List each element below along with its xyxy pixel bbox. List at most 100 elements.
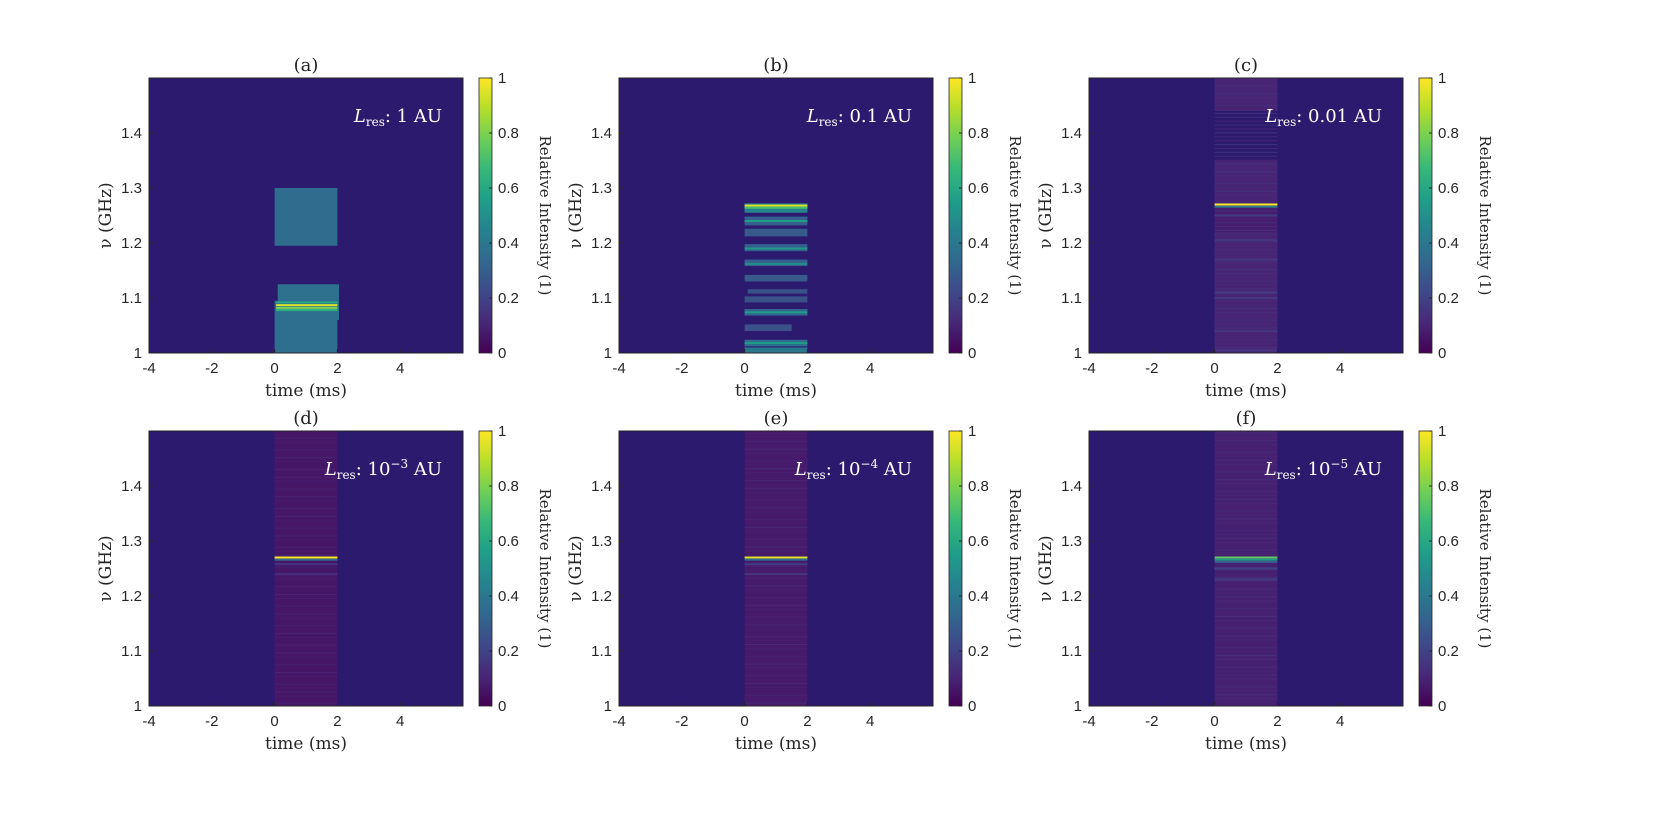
intensity-line [744,220,808,222]
colorbar-tick-label: 0.8 [498,125,519,142]
intensity-stripe [274,668,338,670]
intensity-stripe [744,647,808,649]
annotation-symbol: L [324,459,337,480]
heatmap-data [274,188,339,353]
intensity-stripe [274,679,338,681]
intensity-stripe [1214,276,1278,278]
intensity-stripe [744,601,808,603]
intensity-line [744,573,808,575]
colorbar [1418,77,1433,354]
annotation-superscript: −4 [860,457,878,471]
intensity-stripe [1214,241,1278,243]
intensity-stripe [274,476,338,478]
intensity-stripe [1214,444,1278,446]
intensity-stripe [1214,147,1278,150]
y-tick-label: 1.3 [1061,533,1082,550]
intensity-stripe [744,460,808,462]
intensity-stripe [274,605,338,607]
y-tick-label: 1 [134,698,142,715]
y-tick-label: 1 [604,345,612,362]
intensity-stripe [1214,498,1278,500]
intensity-stripe [1214,253,1278,255]
x-tick-label: -2 [205,360,218,377]
intensity-stripe [1214,588,1278,590]
axes-frame [1088,430,1404,707]
x-tick-label: -4 [142,360,155,377]
colorbar-tick-label: 0.4 [498,235,519,252]
intensity-line [276,309,338,312]
x-tick-label: -2 [1145,713,1158,730]
intensity-stripe [1214,226,1278,228]
x-tick-label: 2 [333,360,341,377]
intensity-stripe [1214,436,1278,438]
intensity-stripe [274,660,338,662]
x-tick-label: -2 [675,360,688,377]
intensity-stripe [1214,229,1278,232]
x-tick-label: 4 [1336,713,1344,730]
intensity-stripe [1214,339,1278,341]
intensity-stripe [1214,265,1278,267]
intensity-stripe [1214,175,1278,177]
intensity-stripe [1214,494,1278,496]
y-tick-label: 1.4 [121,125,142,142]
panel-b: -4 -2 0 2 4 1 1.1 1.2 1.3 1.4 (b) time (ms) ν (GHz) L… [566,55,1024,401]
intensity-line [1214,258,1278,261]
colorbar-tick-label: 0.2 [498,290,519,307]
intensity-stripe [274,691,338,693]
intensity-stripe [1214,315,1278,317]
intensity-stripe [1214,218,1278,220]
colorbar [948,77,963,354]
intensity-stripe [1214,319,1278,321]
heatmap-data [744,203,808,353]
intensity-stripe [1214,471,1278,473]
panel-title: (b) [763,55,789,76]
y-tick-label: 1.2 [121,235,142,252]
intensity-stripe [1214,600,1278,602]
intensity-stripe [744,464,808,466]
intensity-stripe [744,476,808,478]
intensity-stripe [274,625,338,627]
intensity-stripe [744,702,808,704]
heatmap-data [744,431,808,706]
intensity-stripe [274,597,338,599]
intensity-stripe [274,656,338,658]
intensity-stripe [274,672,338,674]
y-tick-label: 1.2 [591,588,612,605]
intensity-stripe [1214,623,1278,625]
y-tick-label: 1.1 [121,643,142,660]
intensity-stripe [1214,136,1278,138]
axes-frame [618,430,934,707]
y-tick-label: 1.2 [591,235,612,252]
intensity-stripe [1214,85,1278,87]
intensity-stripe [274,500,338,502]
intensity-stripe [744,577,808,579]
intensity-stripe [274,648,338,650]
intensity-stripe [1214,159,1278,161]
intensity-stripe [274,644,338,646]
intensity-stripe [274,578,338,580]
intensity-stripe [274,461,338,463]
intensity-stripe [274,590,338,592]
intensity-stripe [1214,490,1278,493]
colorbar-tick-label: 0.2 [968,290,989,307]
intensity-stripe [1214,183,1278,185]
panel-title: (f) [1236,408,1257,429]
intensity-stripe [1214,514,1278,516]
colorbar-tick-label: 0.2 [1438,643,1459,660]
intensity-stripe [744,667,808,669]
intensity-stripe [744,683,808,685]
intensity-stripe [1214,697,1278,700]
intensity-stripe [1214,612,1278,614]
intensity-stripe [1214,304,1278,306]
intensity-stripe [1214,343,1278,345]
x-tick-label: -2 [205,713,218,730]
intensity-stripe [744,534,808,536]
colorbar-label: Relative Intensity (1) [536,488,554,648]
intensity-stripe [1214,171,1278,173]
intensity-stripe [274,652,338,654]
y-tick-label: 1.1 [591,643,612,660]
intensity-stripe [744,495,808,497]
intensity-stripe [744,452,808,454]
annotation-superscript: −5 [1330,457,1348,471]
